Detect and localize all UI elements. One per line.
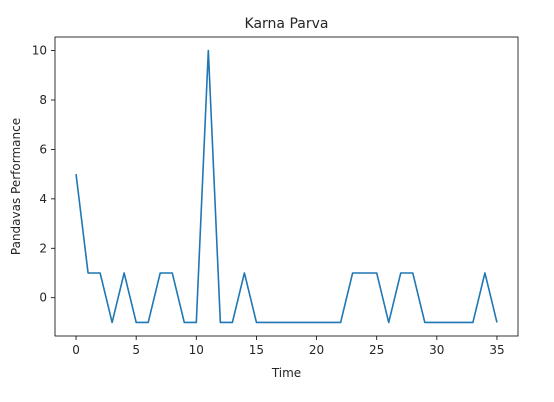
y-axis-label: Pandavas Performance [9, 118, 23, 255]
series-line-0 [75, 49, 498, 324]
x-tick-label: 30 [429, 343, 444, 357]
x-tick-label: 5 [132, 343, 140, 357]
y-tick-label: 8 [39, 93, 47, 107]
axes-frame [54, 36, 519, 337]
y-tick-label: 0 [39, 291, 47, 305]
x-ticks: 0 5 10 15 20 25 30 35 [72, 336, 505, 357]
x-tick-label: 10 [189, 343, 204, 357]
chart-title: Karna Parva [245, 16, 329, 32]
x-tick-label: 0 [72, 343, 80, 357]
y-tick-label: 2 [39, 241, 47, 255]
y-tick-label: 6 [39, 142, 47, 156]
plot-layer [75, 49, 498, 324]
x-axis-label: Time [271, 366, 301, 380]
x-tick-label: 25 [369, 343, 384, 357]
y-tick-label: 10 [32, 44, 47, 58]
y-tick-label: 4 [39, 192, 47, 206]
x-tick-label: 20 [309, 343, 324, 357]
y-ticks: 0 2 4 6 8 10 [32, 44, 55, 305]
x-tick-label: 15 [249, 343, 264, 357]
x-tick-label: 35 [489, 343, 504, 357]
